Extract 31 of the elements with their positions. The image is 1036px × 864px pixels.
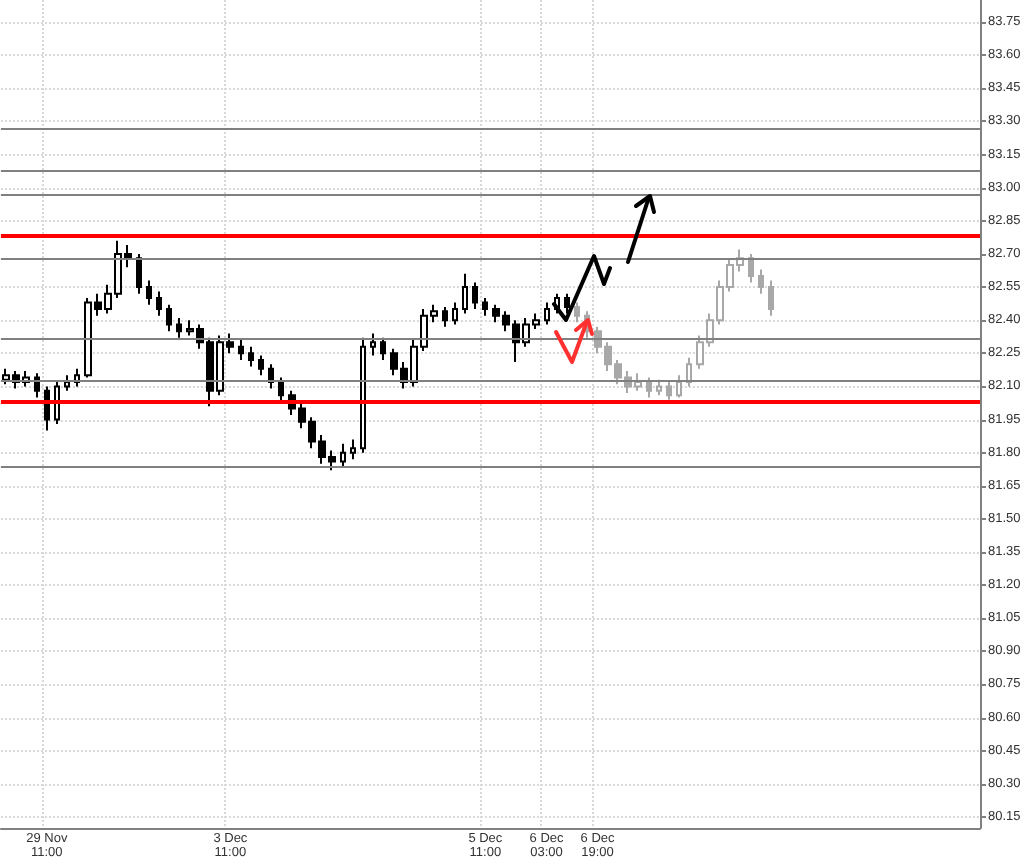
candlestick (278, 376, 284, 403)
candlestick (482, 297, 488, 317)
candlestick (564, 292, 570, 315)
candlestick (758, 268, 764, 295)
candlestick (544, 301, 550, 326)
candlestick (666, 380, 672, 401)
candlestick (768, 279, 774, 317)
candlestick (686, 356, 692, 388)
candlestick (380, 336, 386, 361)
candlestick (136, 252, 142, 295)
candlestick (360, 336, 366, 454)
candlestick (64, 374, 70, 392)
candlestick (646, 376, 652, 399)
candlestick (442, 305, 448, 328)
candlestick (472, 281, 478, 311)
candlestick (248, 345, 254, 368)
candlestick (176, 316, 182, 339)
candlestick (340, 442, 346, 467)
candlestick (350, 438, 356, 461)
candlestick (370, 332, 376, 357)
candlestick (166, 303, 172, 333)
candlestick (146, 279, 152, 306)
candlestick (748, 252, 754, 284)
candlestick (656, 378, 662, 397)
candlestick (452, 301, 458, 326)
candlestick (238, 339, 244, 361)
candlestick (156, 290, 162, 317)
candlestick (258, 354, 264, 377)
candlestick (462, 272, 468, 315)
candlestick (574, 301, 580, 324)
candlestick (676, 374, 682, 399)
